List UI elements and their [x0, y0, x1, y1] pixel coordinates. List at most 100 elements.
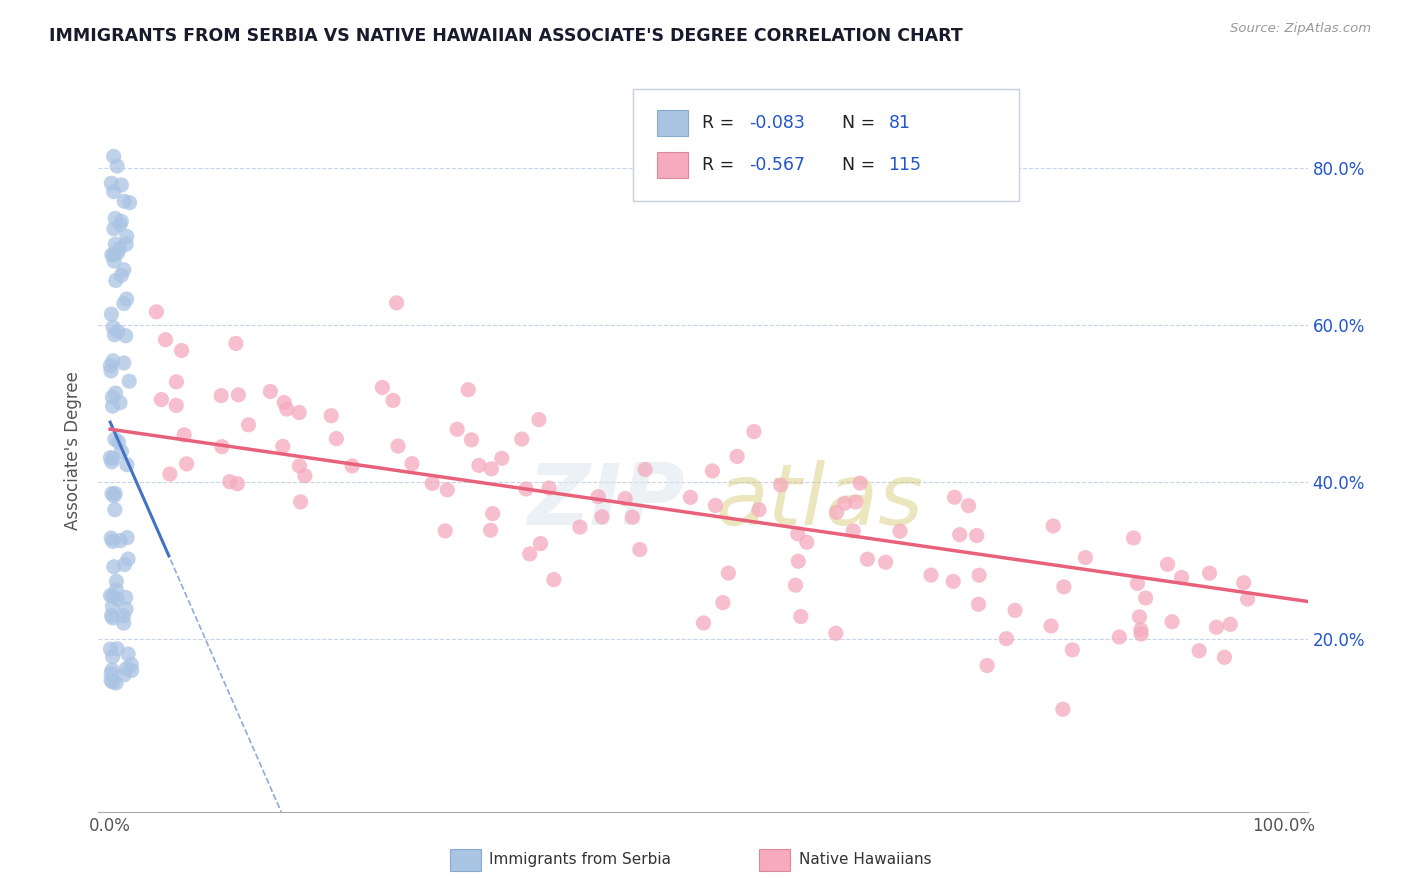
Point — [845, 495, 868, 509]
Point — [100, 364, 122, 378]
Point — [259, 384, 281, 399]
Text: -0.567: -0.567 — [749, 156, 806, 174]
Point — [325, 432, 347, 446]
Point — [104, 211, 127, 226]
Point — [104, 486, 127, 500]
Point — [150, 392, 173, 407]
Point — [957, 499, 980, 513]
Point — [385, 296, 408, 310]
Point — [717, 566, 740, 580]
Point — [434, 524, 457, 538]
Point — [104, 237, 127, 252]
Point — [105, 582, 128, 597]
Point — [112, 296, 135, 310]
Point — [271, 439, 294, 453]
Point — [118, 195, 141, 210]
Point — [785, 578, 807, 592]
Point — [457, 383, 479, 397]
Point — [112, 616, 135, 631]
Point — [117, 552, 139, 566]
Point — [967, 597, 990, 611]
Point — [100, 589, 122, 603]
Point — [100, 455, 122, 469]
Text: atlas: atlas — [716, 459, 924, 542]
Point — [114, 328, 136, 343]
Point — [966, 528, 988, 542]
Point — [105, 574, 128, 589]
Point — [101, 534, 124, 549]
Text: Source: ZipAtlas.com: Source: ZipAtlas.com — [1230, 22, 1371, 36]
Point — [340, 458, 363, 473]
Point — [101, 663, 124, 677]
Point — [103, 327, 125, 342]
Point — [105, 641, 128, 656]
Point — [538, 481, 561, 495]
Point — [118, 374, 141, 388]
Point — [104, 502, 127, 516]
Point — [110, 178, 132, 192]
Point — [108, 242, 131, 256]
Point — [209, 389, 232, 403]
Point — [103, 248, 125, 262]
Point — [1122, 531, 1144, 545]
Point — [382, 393, 405, 408]
Point — [842, 524, 865, 538]
Point — [115, 292, 138, 306]
Point — [103, 489, 125, 503]
Point — [176, 457, 198, 471]
Text: IMMIGRANTS FROM SERBIA VS NATIVE HAWAIIAN ASSOCIATE'S DEGREE CORRELATION CHART: IMMIGRANTS FROM SERBIA VS NATIVE HAWAIIA… — [49, 27, 963, 45]
Point — [288, 458, 311, 473]
Point — [725, 450, 748, 464]
Point — [211, 440, 233, 454]
Point — [1004, 603, 1026, 617]
Point — [104, 386, 127, 401]
Point — [920, 568, 942, 582]
Point — [491, 451, 513, 466]
Point — [967, 568, 990, 582]
Point — [103, 320, 125, 334]
Point — [401, 457, 423, 471]
Point — [165, 375, 187, 389]
Point — [543, 573, 565, 587]
Point — [849, 476, 872, 491]
Point — [679, 491, 702, 505]
Point — [790, 609, 813, 624]
Point — [702, 464, 724, 478]
Point — [103, 559, 125, 574]
Point — [145, 305, 167, 319]
Point — [1062, 643, 1084, 657]
Point — [825, 505, 848, 519]
Point — [226, 476, 249, 491]
Point — [218, 475, 240, 489]
Point — [769, 478, 792, 492]
Point — [824, 626, 846, 640]
Point — [115, 531, 138, 545]
Point — [787, 554, 810, 568]
Point — [515, 482, 537, 496]
Text: -0.083: -0.083 — [749, 114, 806, 132]
Point — [481, 507, 503, 521]
Point — [1074, 550, 1097, 565]
Point — [290, 495, 312, 509]
Point — [100, 531, 122, 545]
Point — [112, 263, 135, 277]
Point — [105, 591, 128, 606]
Point — [834, 496, 856, 510]
Point — [101, 354, 124, 368]
Point — [101, 248, 124, 262]
Point — [371, 380, 394, 394]
Point — [321, 409, 343, 423]
Point — [1053, 580, 1076, 594]
Point — [711, 596, 734, 610]
Point — [479, 523, 502, 537]
Point — [117, 647, 139, 661]
Point — [796, 535, 818, 549]
Point — [1052, 702, 1074, 716]
Point — [1236, 592, 1258, 607]
Point — [103, 590, 125, 604]
Point — [165, 398, 187, 412]
Point — [225, 336, 247, 351]
Point — [114, 558, 136, 572]
Point — [479, 462, 502, 476]
Point — [100, 673, 122, 688]
